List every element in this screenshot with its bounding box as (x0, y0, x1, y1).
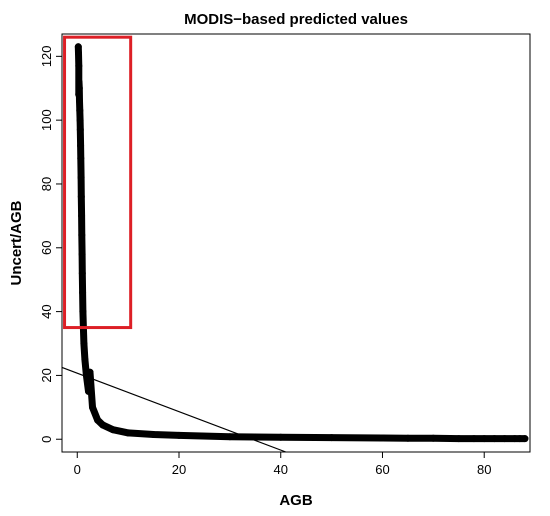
data-point (81, 356, 89, 363)
data-point (490, 435, 498, 443)
data-point (77, 174, 85, 182)
x-axis: 0 20 40 60 80 (74, 452, 491, 477)
x-tick-label: 80 (477, 462, 491, 477)
data-point (76, 97, 83, 105)
reference-line (61, 366, 287, 453)
y-tick-label: 40 (39, 304, 54, 318)
data-point (404, 434, 412, 442)
data-point (77, 154, 85, 162)
data-point (86, 368, 94, 376)
data-point (76, 107, 84, 115)
plot-marks (61, 35, 529, 453)
x-tick-label: 20 (172, 462, 186, 477)
data-point (75, 62, 83, 70)
y-tick-label: 120 (39, 45, 54, 67)
data-point (85, 387, 92, 395)
data-point (516, 435, 524, 443)
data-point (379, 434, 386, 442)
x-tick-label: 60 (375, 462, 389, 477)
y-tick-label: 80 (39, 177, 54, 191)
data-point (277, 433, 285, 441)
data-point (99, 421, 107, 429)
y-tick-label: 0 (39, 436, 54, 443)
y-axis-label: Uncert/AGB (8, 200, 25, 285)
y-tick-label: 20 (39, 368, 54, 382)
data-point (79, 308, 87, 316)
y-tick-label: 100 (39, 109, 54, 131)
data-point (124, 429, 132, 437)
x-tick-label: 40 (274, 462, 288, 477)
data-point (501, 435, 509, 443)
data-point (75, 84, 83, 92)
plot-frame (61, 33, 531, 453)
chart-title: MODIS−based predicted values (184, 11, 408, 28)
data-point (521, 435, 529, 443)
data-point (78, 250, 86, 258)
data-point (80, 340, 88, 347)
point-cloud (74, 43, 529, 443)
data-point (75, 49, 82, 57)
data-point (76, 116, 84, 124)
data-point (511, 435, 519, 443)
data-point (109, 426, 117, 434)
data-point (78, 231, 86, 239)
x-tick-label: 0 (74, 462, 81, 477)
data-point (455, 435, 463, 443)
data-point (78, 269, 86, 277)
data-point (76, 126, 84, 134)
data-point (77, 142, 85, 150)
data-point (429, 434, 437, 442)
y-tick-label: 60 (39, 241, 54, 255)
data-point (89, 403, 96, 411)
data-point (78, 212, 86, 220)
data-point (328, 434, 336, 442)
data-point (480, 435, 488, 443)
data-point (226, 433, 234, 441)
highlight-box (63, 35, 133, 330)
data-point (470, 435, 478, 443)
x-axis-label: AGB (279, 492, 313, 509)
data-point (175, 431, 183, 439)
data-point (94, 416, 102, 424)
data-point (79, 289, 87, 296)
data-point (150, 431, 158, 438)
data-point (77, 193, 85, 201)
y-axis: 0 20 40 60 80 100 120 (39, 45, 62, 443)
